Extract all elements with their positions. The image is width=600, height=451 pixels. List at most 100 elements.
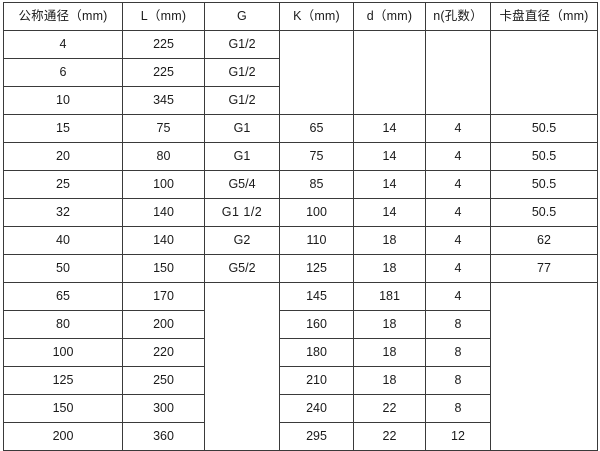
cell-d: 14 bbox=[353, 170, 426, 199]
cell-length: 250 bbox=[122, 366, 205, 395]
table-row: 125 250 210 18 8 bbox=[3, 366, 598, 395]
cell-thread-g: G1/2 bbox=[204, 30, 280, 59]
cell-hole-count: 4 bbox=[425, 170, 491, 199]
cell-hole-count: 8 bbox=[425, 394, 491, 423]
cell-hole-count: 4 bbox=[425, 226, 491, 255]
cell-k: 210 bbox=[279, 366, 354, 395]
table-body: 4 225 G1/2 6 225 G1/2 10 345 G1/2 bbox=[3, 30, 598, 451]
cell-nominal-diameter: 6 bbox=[3, 58, 123, 87]
column-header-k: K（mm) bbox=[279, 2, 354, 31]
cell-nominal-diameter: 32 bbox=[3, 198, 123, 227]
cell-hole-count-blank-merged bbox=[425, 30, 491, 115]
table-row: 25 100 G5/4 85 14 4 50.5 bbox=[3, 170, 598, 199]
cell-k: 75 bbox=[279, 142, 354, 171]
cell-chuck-diameter: 50.5 bbox=[490, 198, 598, 227]
cell-length: 100 bbox=[122, 170, 205, 199]
cell-k: 110 bbox=[279, 226, 354, 255]
cell-hole-count: 4 bbox=[425, 114, 491, 143]
cell-nominal-diameter: 150 bbox=[3, 394, 123, 423]
column-header-length: L（mm) bbox=[122, 2, 205, 31]
cell-d: 181 bbox=[353, 282, 426, 311]
column-header-chuck-diameter: 卡盘直径（mm) bbox=[490, 2, 598, 31]
cell-nominal-diameter: 15 bbox=[3, 114, 123, 143]
cell-k: 180 bbox=[279, 338, 354, 367]
cell-nominal-diameter: 20 bbox=[3, 142, 123, 171]
cell-nominal-diameter: 10 bbox=[3, 86, 123, 115]
cell-hole-count: 12 bbox=[425, 422, 491, 451]
cell-d-blank-merged bbox=[353, 30, 426, 115]
cell-thread-g: G5/4 bbox=[204, 170, 280, 199]
cell-chuck-diameter-blank-merged-top bbox=[490, 30, 598, 115]
cell-thread-g-blank-merged bbox=[204, 282, 280, 451]
cell-k-blank-merged bbox=[279, 30, 354, 115]
cell-thread-g: G1 bbox=[204, 114, 280, 143]
cell-d: 18 bbox=[353, 338, 426, 367]
cell-hole-count: 8 bbox=[425, 310, 491, 339]
cell-hole-count: 4 bbox=[425, 282, 491, 311]
table-row: 6 225 G1/2 bbox=[3, 58, 598, 87]
cell-chuck-diameter: 50.5 bbox=[490, 142, 598, 171]
cell-k: 85 bbox=[279, 170, 354, 199]
cell-d: 18 bbox=[353, 310, 426, 339]
table-row: 4 225 G1/2 bbox=[3, 30, 598, 115]
cell-d: 14 bbox=[353, 142, 426, 171]
table-header: 公称通径（mm) L（mm) G K（mm) d（mm) n(孔数） 卡盘直径（… bbox=[3, 2, 598, 31]
cell-length: 225 bbox=[122, 58, 205, 87]
cell-nominal-diameter: 4 bbox=[3, 30, 123, 59]
cell-hole-count: 8 bbox=[425, 338, 491, 367]
cell-thread-g: G1/2 bbox=[204, 58, 280, 87]
header-row: 公称通径（mm) L（mm) G K（mm) d（mm) n(孔数） 卡盘直径（… bbox=[3, 2, 598, 31]
table-row: 80 200 160 18 8 bbox=[3, 310, 598, 339]
cell-chuck-diameter: 50.5 bbox=[490, 170, 598, 199]
table-row: 32 140 G1 1/2 100 14 4 50.5 bbox=[3, 198, 598, 227]
cell-nominal-diameter: 50 bbox=[3, 254, 123, 283]
column-header-d: d（mm) bbox=[353, 2, 426, 31]
spec-table-container: 公称通径（mm) L（mm) G K（mm) d（mm) n(孔数） 卡盘直径（… bbox=[3, 2, 598, 451]
cell-k: 65 bbox=[279, 114, 354, 143]
cell-nominal-diameter: 40 bbox=[3, 226, 123, 255]
cell-length: 225 bbox=[122, 30, 205, 59]
cell-nominal-diameter: 125 bbox=[3, 366, 123, 395]
cell-length: 75 bbox=[122, 114, 205, 143]
cell-k: 125 bbox=[279, 254, 354, 283]
cell-length: 150 bbox=[122, 254, 205, 283]
column-header-thread-g: G bbox=[204, 2, 280, 31]
cell-chuck-diameter-blank-merged-bottom bbox=[490, 282, 598, 451]
cell-hole-count: 8 bbox=[425, 366, 491, 395]
cell-length: 220 bbox=[122, 338, 205, 367]
cell-k: 295 bbox=[279, 422, 354, 451]
cell-nominal-diameter: 25 bbox=[3, 170, 123, 199]
cell-d: 14 bbox=[353, 114, 426, 143]
column-header-hole-count: n(孔数） bbox=[425, 2, 491, 31]
cell-k: 160 bbox=[279, 310, 354, 339]
cell-length: 170 bbox=[122, 282, 205, 311]
cell-length: 140 bbox=[122, 226, 205, 255]
cell-length: 300 bbox=[122, 394, 205, 423]
cell-thread-g: G1/2 bbox=[204, 86, 280, 115]
cell-nominal-diameter: 80 bbox=[3, 310, 123, 339]
cell-chuck-diameter: 77 bbox=[490, 254, 598, 283]
cell-thread-g: G5/2 bbox=[204, 254, 280, 283]
cell-hole-count: 4 bbox=[425, 254, 491, 283]
cell-chuck-diameter: 50.5 bbox=[490, 114, 598, 143]
cell-chuck-diameter: 62 bbox=[490, 226, 598, 255]
specification-table: 公称通径（mm) L（mm) G K（mm) d（mm) n(孔数） 卡盘直径（… bbox=[3, 2, 598, 451]
cell-k: 100 bbox=[279, 198, 354, 227]
cell-d: 22 bbox=[353, 422, 426, 451]
cell-thread-g: G1 bbox=[204, 142, 280, 171]
cell-hole-count: 4 bbox=[425, 198, 491, 227]
cell-length: 345 bbox=[122, 86, 205, 115]
cell-d: 18 bbox=[353, 226, 426, 255]
table-row: 50 150 G5/2 125 18 4 77 bbox=[3, 254, 598, 283]
cell-k: 145 bbox=[279, 282, 354, 311]
cell-length: 200 bbox=[122, 310, 205, 339]
table-row: 65 170 145 181 4 bbox=[3, 282, 598, 451]
cell-d: 18 bbox=[353, 254, 426, 283]
column-header-nominal-diameter: 公称通径（mm) bbox=[3, 2, 123, 31]
table-row: 40 140 G2 110 18 4 62 bbox=[3, 226, 598, 255]
cell-length: 360 bbox=[122, 422, 205, 451]
cell-d: 14 bbox=[353, 198, 426, 227]
cell-length: 140 bbox=[122, 198, 205, 227]
cell-thread-g: G1 1/2 bbox=[204, 198, 280, 227]
table-row: 15 75 G1 65 14 4 50.5 bbox=[3, 114, 598, 143]
